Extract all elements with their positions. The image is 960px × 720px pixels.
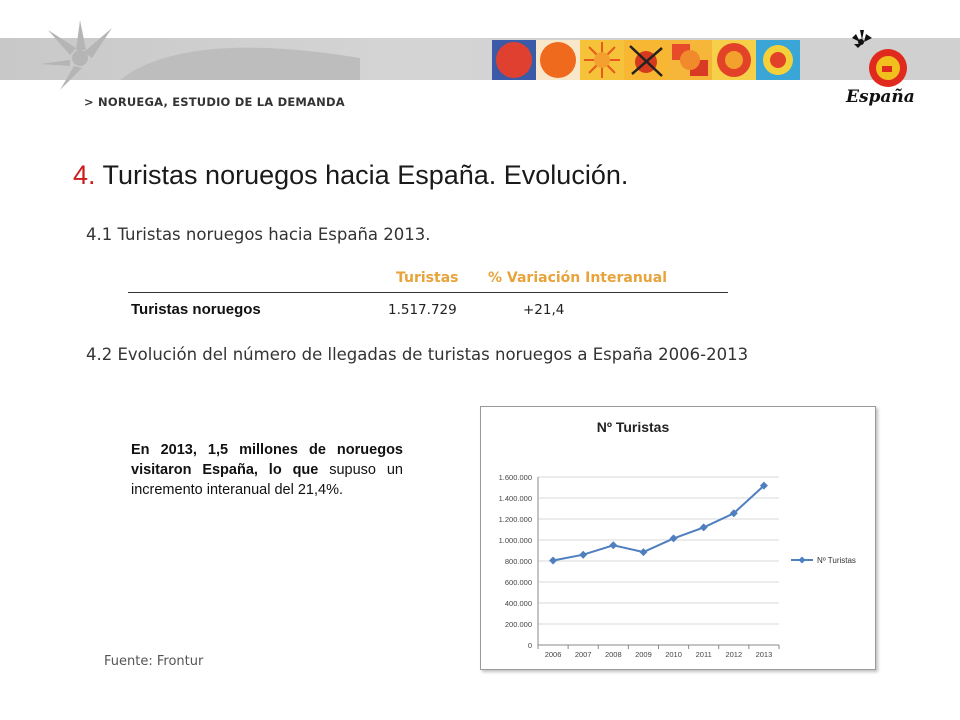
chart-title: Nº Turistas	[597, 419, 670, 435]
data-point	[669, 534, 678, 543]
title-text: Turistas noruegos hacia España. Evolució…	[95, 160, 629, 190]
tile-sun-1-icon	[492, 40, 536, 80]
data-point	[759, 481, 768, 490]
tile-sun-5-icon	[668, 40, 712, 80]
x-tick-label: 2007	[575, 650, 592, 659]
data-point	[729, 509, 738, 518]
tile-sun-7-icon	[756, 40, 800, 80]
tile-sun-4-icon	[624, 40, 668, 80]
x-tick-label: 2010	[665, 650, 682, 659]
y-tick-label: 600.000	[505, 578, 532, 587]
x-tick-label: 2013	[756, 650, 773, 659]
chart-panel: Nº Turistas 0 200.000 400.000 600.000 800.000…	[480, 406, 876, 670]
section-heading-4-1: 4.1 Turistas noruegos hacia España 2013.	[86, 225, 431, 244]
y-tick-label: 1.400.000	[499, 494, 532, 503]
x-tick-label: 2006	[545, 650, 562, 659]
table-divider	[128, 292, 728, 293]
legend-marker	[798, 556, 806, 564]
table-cell-variacion: +21,4	[523, 302, 565, 318]
line-chart: Nº Turistas 0 200.000 400.000 600.000 800.000…	[499, 419, 856, 659]
tile-sun-2-icon	[536, 40, 580, 80]
section-heading-4-2: 4.2 Evolución del número de llegadas de …	[86, 345, 749, 364]
summary-note: En 2013, 1,5 millones de noruegos visita…	[131, 440, 403, 500]
x-tick-label: 2011	[696, 650, 712, 659]
summary-note-bold: En 2013, 1,5 millones de noruegos visita…	[131, 442, 403, 478]
tile-sun-6-icon	[712, 40, 756, 80]
table-header-variacion: % Variación Interanual	[488, 270, 668, 286]
title-number: 4.	[73, 160, 96, 190]
y-tick-label: 400.000	[505, 599, 532, 608]
sun-star-decoration-icon	[40, 20, 112, 90]
source-note: Fuente: Frontur	[104, 654, 204, 669]
table-row-label: Turistas noruegos	[131, 301, 261, 318]
header-tiles	[492, 40, 804, 80]
table-header-turistas: Turistas	[396, 270, 459, 286]
x-tick-label: 2008	[605, 650, 622, 659]
data-point	[549, 556, 558, 565]
spain-logo: España	[840, 28, 924, 108]
y-tick-label: 1.200.000	[499, 515, 532, 524]
y-tick-label: 1.600.000	[499, 473, 532, 482]
y-tick-label: 200.000	[505, 620, 532, 629]
data-point	[699, 523, 708, 532]
data-point	[639, 548, 648, 557]
y-tick-label: 0	[528, 641, 532, 650]
table-cell-turistas: 1.517.729	[388, 302, 457, 318]
header-swoosh	[120, 47, 360, 80]
data-point	[609, 541, 618, 550]
spain-logo-icon: España	[845, 30, 915, 107]
page-title: 4. Turistas noruegos hacia España. Evolu…	[73, 160, 628, 191]
summary-note-rest: supuso un incremento interanual del 21,4…	[131, 462, 403, 498]
breadcrumb: > NORUEGA, ESTUDIO DE LA DEMANDA	[84, 95, 345, 109]
svg-text:España: España	[845, 87, 915, 107]
series-line	[552, 484, 765, 562]
x-tick-label: 2012	[725, 650, 742, 659]
legend-label: Nº Turistas	[817, 556, 856, 565]
x-tick-label: 2009	[635, 650, 652, 659]
tile-sun-3-icon	[580, 40, 624, 80]
y-tick-label: 800.000	[505, 557, 532, 566]
y-tick-label: 1.000.000	[499, 536, 532, 545]
data-point	[579, 550, 588, 559]
